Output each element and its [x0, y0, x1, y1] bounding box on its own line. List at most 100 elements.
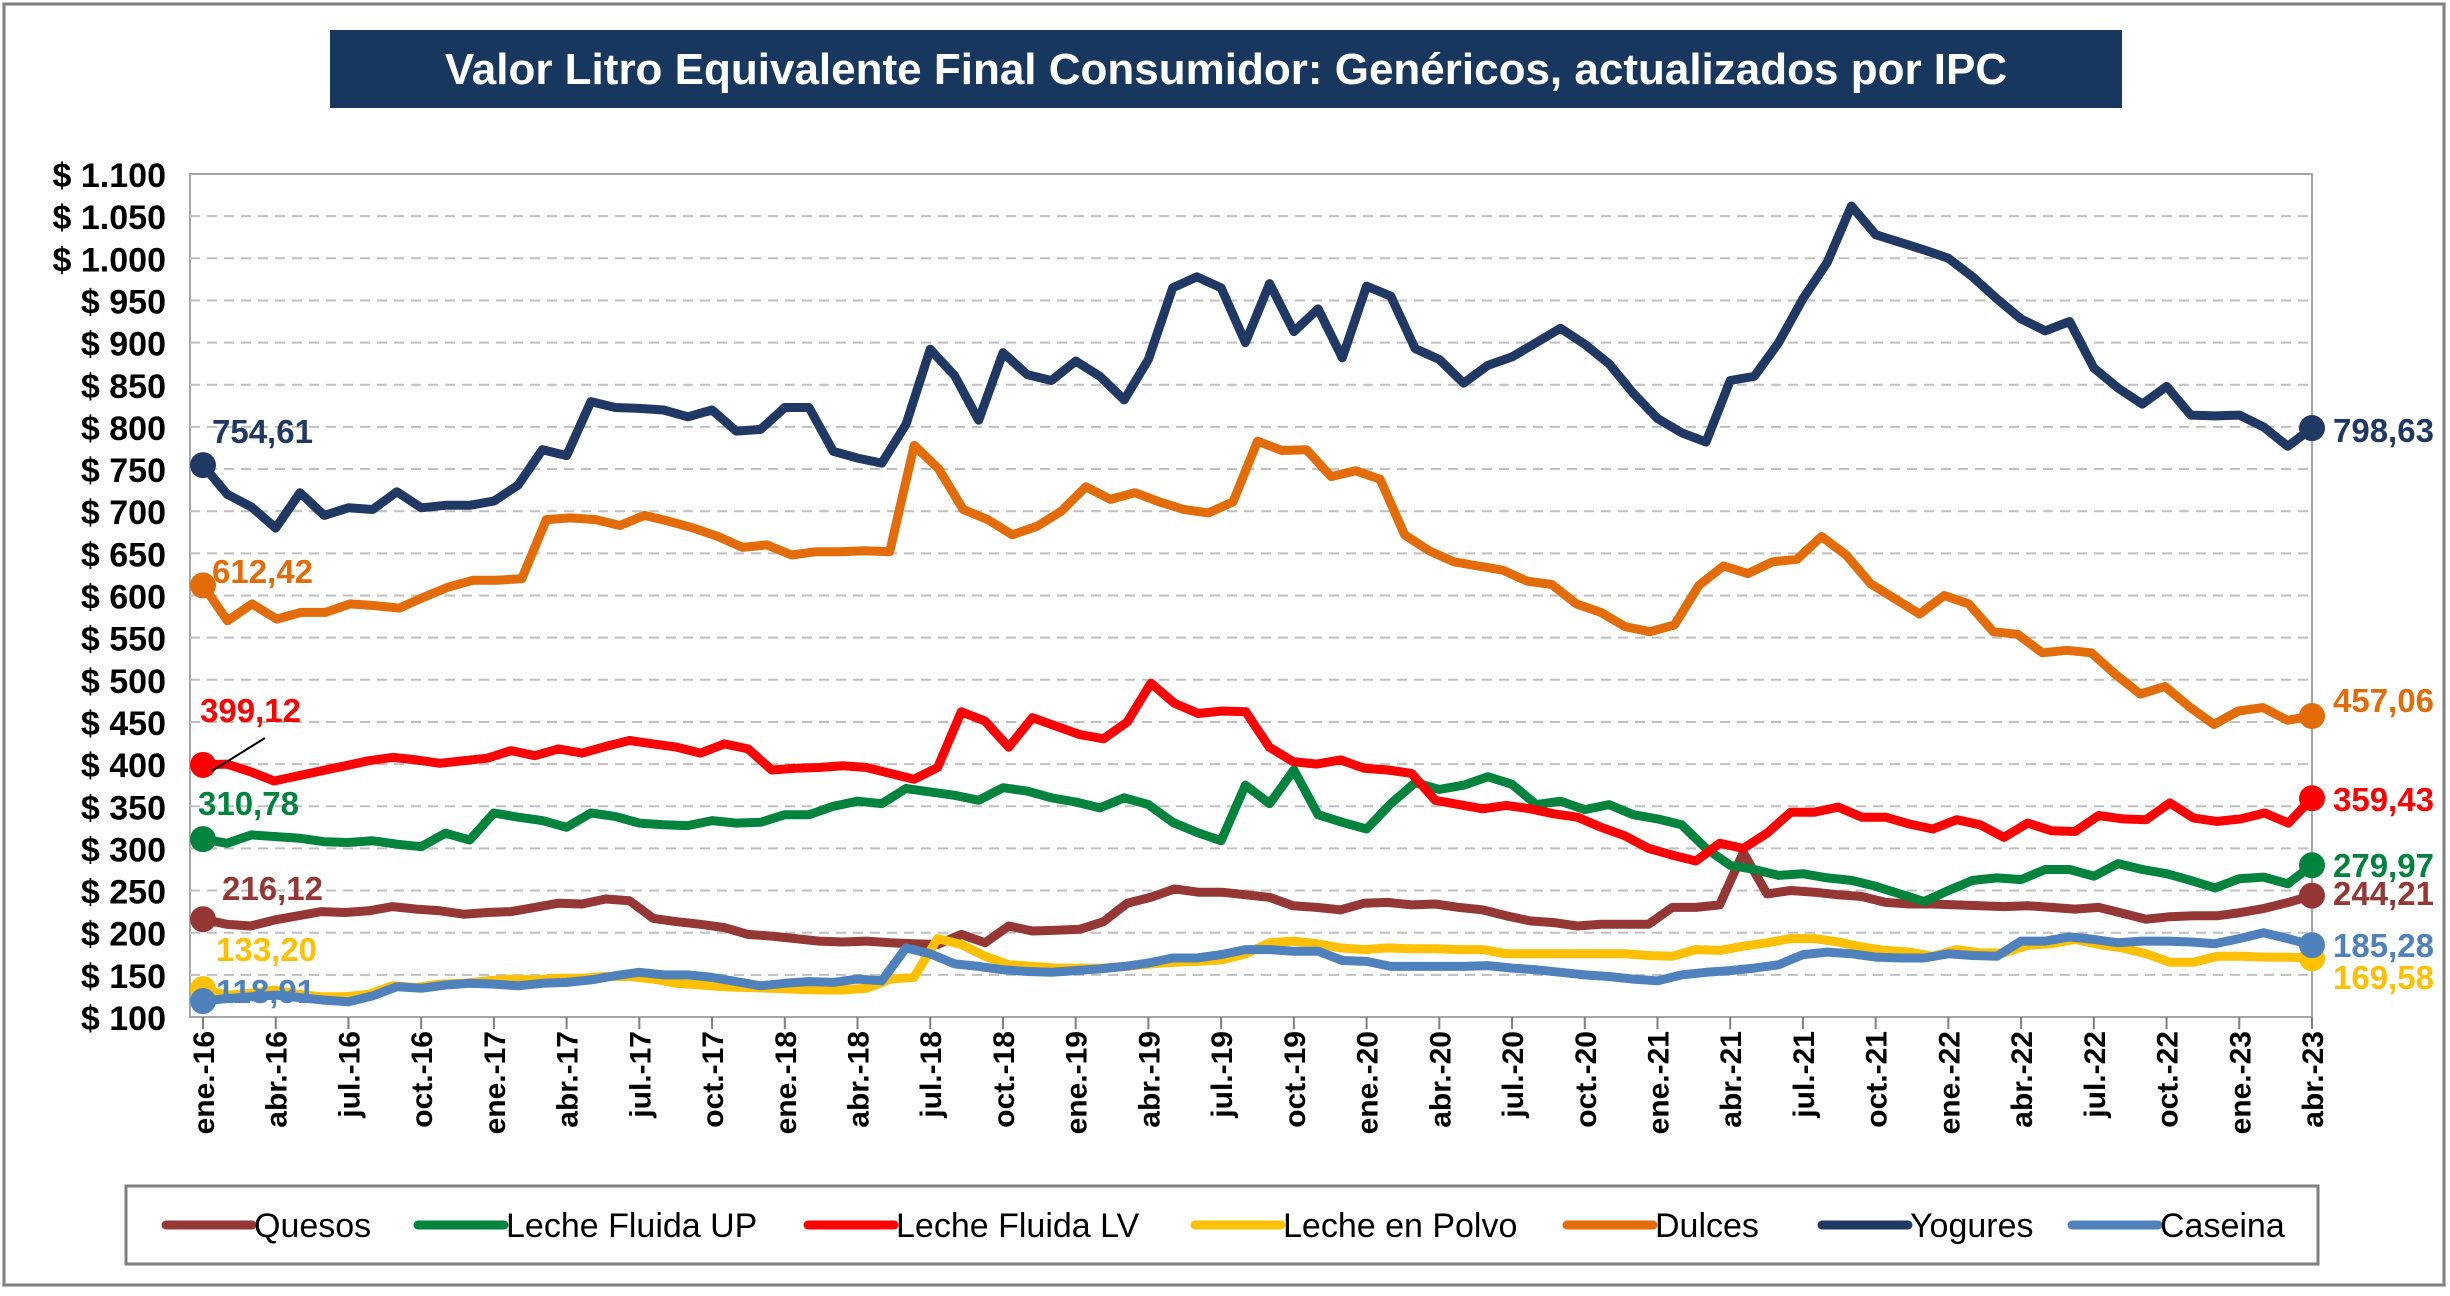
y-tick-label: $ 800 — [81, 410, 166, 448]
series-end-marker — [2299, 415, 2325, 442]
y-tick-label: $ 150 — [81, 958, 166, 996]
series-line-leche-fluida-lv — [198, 678, 2317, 866]
x-tick-label: ene.-17 — [479, 1031, 512, 1134]
data-label-end: 359,43 — [2333, 781, 2434, 818]
series-start-marker — [190, 906, 216, 933]
series-line-dulces — [198, 436, 2317, 729]
y-tick-label: $ 200 — [81, 916, 166, 954]
data-label-end: 185,28 — [2333, 927, 2434, 964]
legend-entry: Yogures — [1910, 1207, 2034, 1245]
y-tick-label: $ 500 — [81, 663, 166, 701]
y-tick-label: $ 1.050 — [53, 199, 166, 237]
y-tick-label: $ 550 — [81, 621, 166, 659]
x-tick-label: ene.-21 — [1642, 1031, 1675, 1134]
data-label-end: 457,06 — [2333, 682, 2434, 719]
x-tick-label: abr.-18 — [843, 1031, 876, 1128]
data-labels: 612,42 457,06 754,61 798,63 216,12 244,21 310,… — [198, 412, 2434, 1010]
y-tick-label: $ 900 — [81, 326, 166, 364]
data-label-start: 118,91 — [216, 973, 315, 1010]
x-axis-ticks: ene.-16 abr.-16 jul.-16 oct.-16 ene.-17 abr.-… — [188, 1017, 2330, 1134]
y-axis-ticks: $ 100 $ 150 $ 200 $ 250 $ 300 $ 350 $ 400 $ 450… — [53, 157, 166, 1038]
series-start-marker — [190, 452, 216, 479]
legend-entry: Caseina — [2160, 1207, 2285, 1245]
data-label-start: 754,61 — [212, 413, 313, 450]
y-tick-label: $ 100 — [81, 1000, 166, 1038]
x-tick-label: jul.-20 — [1497, 1031, 1530, 1119]
y-tick-label: $ 300 — [81, 831, 166, 869]
x-tick-label: jul.-22 — [2079, 1031, 2112, 1119]
data-label-end: 244,21 — [2333, 875, 2434, 912]
chart-title: Valor Litro Equivalente Final Consumidor… — [445, 45, 2007, 94]
y-tick-label: $ 850 — [81, 368, 166, 406]
x-tick-label: jul.-21 — [1788, 1031, 1821, 1119]
x-tick-label: jul.-16 — [333, 1031, 366, 1119]
series-start-marker — [190, 751, 216, 778]
legend-entry: Leche Fluida LV — [896, 1207, 1140, 1245]
data-label-start: 612,42 — [212, 553, 313, 590]
x-tick-label: ene.-20 — [1352, 1031, 1385, 1134]
y-tick-label: $ 450 — [81, 705, 166, 743]
x-tick-label: jul.-18 — [915, 1031, 948, 1119]
data-label-end: 798,63 — [2333, 412, 2434, 449]
x-tick-label: abr.-22 — [2006, 1031, 2039, 1128]
legend: Quesos Leche Fluida UP Leche Fluida LV Lech… — [161, 1207, 2285, 1245]
data-label-start: 310,78 — [198, 785, 299, 822]
x-tick-label: ene.-16 — [188, 1031, 221, 1134]
series-start-marker — [190, 572, 216, 599]
x-tick-label: ene.-19 — [1061, 1031, 1094, 1134]
x-tick-label: jul.-17 — [624, 1031, 657, 1119]
legend-entry: Leche en Polvo — [1283, 1207, 1517, 1245]
series-line-caseina — [198, 928, 2317, 1007]
leader-line — [211, 737, 266, 772]
y-tick-label: $ 700 — [81, 494, 166, 532]
series-end-marker — [2299, 785, 2325, 812]
series-end-marker — [2299, 932, 2325, 959]
y-tick-label: $ 350 — [81, 789, 166, 827]
data-label-start: 133,20 — [216, 931, 317, 968]
data-label-end: 279,97 — [2333, 847, 2434, 884]
x-tick-label: oct.-21 — [1861, 1031, 1894, 1128]
series-lines — [190, 201, 2325, 1015]
x-tick-label: oct.-17 — [697, 1031, 730, 1128]
x-tick-label: oct.-18 — [988, 1031, 1021, 1128]
series-end-marker — [2299, 852, 2325, 879]
y-tick-label: $ 1.100 — [53, 157, 166, 195]
data-label-start: 216,12 — [222, 870, 323, 907]
series-line-quesos — [198, 848, 2317, 949]
x-tick-label: ene.-18 — [770, 1031, 803, 1134]
x-tick-label: abr.-16 — [261, 1031, 294, 1128]
x-tick-label: oct.-16 — [406, 1031, 439, 1128]
y-tick-label: $ 600 — [81, 579, 166, 617]
x-tick-label: oct.-22 — [2152, 1031, 2185, 1128]
x-tick-label: oct.-20 — [1570, 1031, 1603, 1128]
series-end-marker — [2299, 702, 2325, 729]
series-line-yogures — [198, 201, 2317, 533]
y-tick-label: $ 1.000 — [53, 241, 166, 279]
legend-entry: Leche Fluida UP — [506, 1207, 757, 1245]
y-tick-label: $ 250 — [81, 874, 166, 912]
data-label-start: 399,12 — [200, 692, 301, 729]
y-tick-label: $ 400 — [81, 747, 166, 785]
series-end-marker — [2299, 882, 2325, 909]
legend-entry: Dulces — [1655, 1207, 1759, 1245]
x-tick-label: abr.-17 — [552, 1031, 585, 1128]
x-tick-label: abr.-21 — [1715, 1031, 1748, 1128]
series-start-marker — [190, 988, 216, 1015]
x-tick-label: oct.-19 — [1279, 1031, 1312, 1128]
x-tick-label: abr.-20 — [1424, 1031, 1457, 1128]
x-tick-label: abr.-23 — [2297, 1031, 2330, 1128]
y-tick-label: $ 950 — [81, 283, 166, 321]
series-line-leche-fluida-up — [198, 765, 2317, 906]
x-tick-label: ene.-23 — [2224, 1031, 2257, 1134]
x-tick-label: jul.-19 — [1206, 1031, 1239, 1119]
legend-entry: Quesos — [254, 1207, 371, 1245]
x-tick-label: ene.-22 — [1933, 1031, 1966, 1134]
title-background — [330, 30, 2122, 108]
data-label-end: 169,58 — [2333, 959, 2434, 996]
x-tick-label: abr.-19 — [1133, 1031, 1166, 1128]
y-tick-label: $ 650 — [81, 536, 166, 574]
y-tick-label: $ 750 — [81, 452, 166, 490]
series-start-marker — [190, 826, 216, 853]
